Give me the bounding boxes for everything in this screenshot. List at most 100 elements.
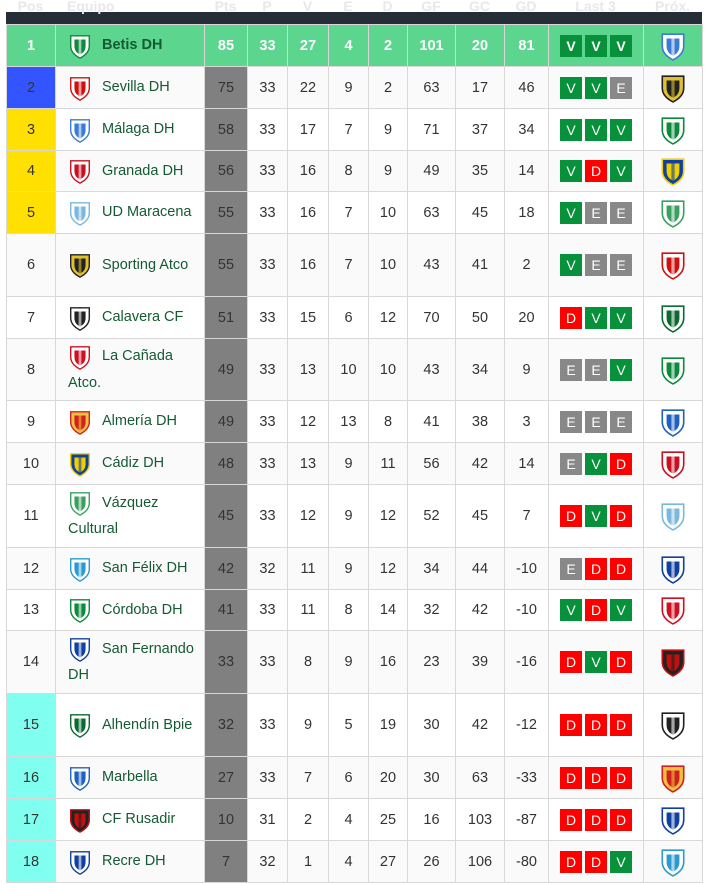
team-name[interactable]: UD Maracena bbox=[102, 204, 192, 221]
team-cell[interactable]: CF Rusadir bbox=[55, 798, 205, 841]
table-row[interactable]: 1 Betis DH 85 33 27 4 2 101 20 81 V V V bbox=[6, 24, 703, 67]
team-cell[interactable]: Cádiz DH bbox=[55, 442, 205, 485]
next-opponent[interactable] bbox=[643, 233, 703, 297]
next-opponent[interactable] bbox=[643, 150, 703, 192]
next-opponent-crest-icon[interactable] bbox=[660, 158, 686, 186]
team-cell[interactable]: Recre DH bbox=[55, 840, 205, 883]
table-row[interactable]: 17 CF Rusadir 10 31 2 4 25 16 103 -87 D D D bbox=[6, 798, 703, 841]
next-opponent-crest-icon[interactable] bbox=[660, 503, 686, 531]
team-cell[interactable]: Almería DH bbox=[55, 400, 205, 443]
column-header[interactable]: Pts bbox=[214, 0, 237, 14]
next-opponent[interactable] bbox=[643, 756, 703, 799]
column-header[interactable]: GC bbox=[469, 0, 490, 14]
next-opponent-crest-icon[interactable] bbox=[660, 806, 686, 835]
team-name[interactable]: Recre DH bbox=[102, 853, 166, 870]
team-cell[interactable]: Marbella bbox=[55, 756, 205, 799]
table-row[interactable]: 11 Vázquez Cultural 45 33 12 9 12 52 45 7 D V D bbox=[6, 484, 703, 548]
next-opponent[interactable] bbox=[643, 840, 703, 883]
table-row[interactable]: 12 San Félix DH 42 32 11 9 12 34 44 -10 E D D bbox=[6, 547, 703, 590]
column-header[interactable]: Pos bbox=[17, 0, 44, 14]
table-row[interactable]: 6 Sporting Atco 55 33 16 7 10 43 41 2 V E E bbox=[6, 233, 703, 297]
next-opponent-crest-icon[interactable] bbox=[660, 304, 686, 333]
next-opponent-crest-icon[interactable] bbox=[660, 116, 686, 145]
team-name[interactable]: Vázquez Cultural bbox=[68, 494, 159, 538]
column-header[interactable]: GD bbox=[515, 0, 537, 14]
next-opponent-crest-icon[interactable] bbox=[660, 252, 686, 280]
team-name[interactable]: Sevilla DH bbox=[102, 79, 170, 96]
next-opponent[interactable] bbox=[643, 442, 703, 485]
next-opponent[interactable] bbox=[643, 338, 703, 401]
column-header[interactable]: GF bbox=[421, 0, 441, 14]
team-name[interactable]: Cádiz DH bbox=[102, 455, 165, 472]
next-opponent[interactable] bbox=[643, 191, 703, 234]
next-opponent[interactable] bbox=[643, 484, 703, 548]
team-cell[interactable]: Sevilla DH bbox=[55, 66, 205, 109]
next-opponent[interactable] bbox=[643, 24, 703, 67]
team-name[interactable]: Alhendín Bpie bbox=[102, 716, 193, 733]
team-cell[interactable]: Córdoba DH bbox=[55, 589, 205, 631]
table-row[interactable]: 10 Cádiz DH 48 33 13 9 11 56 42 14 E V D bbox=[6, 442, 703, 485]
column-header[interactable]: V bbox=[302, 0, 313, 14]
next-opponent-crest-icon[interactable] bbox=[660, 450, 686, 479]
team-cell[interactable]: UD Maracena bbox=[55, 191, 205, 234]
table-row[interactable]: 18 Recre DH 7 32 1 4 27 26 106 -80 D D V bbox=[6, 840, 703, 883]
table-row[interactable]: 13 Córdoba DH 41 33 11 8 14 32 42 -10 V D V bbox=[6, 589, 703, 631]
next-opponent-crest-icon[interactable] bbox=[660, 764, 686, 793]
column-header[interactable]: Equipo bbox=[67, 0, 115, 14]
team-cell[interactable]: La Cañada Atco. bbox=[55, 338, 205, 401]
column-header[interactable]: Last 3 bbox=[575, 0, 616, 14]
next-opponent[interactable] bbox=[643, 547, 703, 590]
team-cell[interactable]: Granada DH bbox=[55, 150, 205, 192]
next-opponent-crest-icon[interactable] bbox=[660, 408, 686, 437]
next-opponent[interactable] bbox=[643, 108, 703, 151]
team-name[interactable]: Marbella bbox=[102, 769, 158, 786]
column-header[interactable]: D bbox=[382, 0, 393, 14]
next-opponent[interactable] bbox=[643, 693, 703, 757]
table-row[interactable]: 5 UD Maracena 55 33 16 7 10 63 45 18 V E E bbox=[6, 191, 703, 234]
next-opponent-crest-icon[interactable] bbox=[660, 356, 686, 385]
column-header[interactable]: P bbox=[262, 0, 272, 14]
team-cell[interactable]: Calavera CF bbox=[55, 296, 205, 339]
table-row[interactable]: 4 Granada DH 56 33 16 8 9 49 35 14 V D V bbox=[6, 150, 703, 192]
next-opponent-crest-icon[interactable] bbox=[660, 848, 686, 877]
team-name[interactable]: CF Rusadir bbox=[102, 811, 176, 828]
team-cell[interactable]: Sporting Atco bbox=[55, 233, 205, 297]
team-name[interactable]: Córdoba DH bbox=[102, 601, 183, 618]
team-name[interactable]: Sporting Atco bbox=[102, 256, 189, 273]
team-name[interactable]: San Fernando DH bbox=[68, 640, 194, 684]
next-opponent[interactable] bbox=[643, 630, 703, 694]
team-name[interactable]: Betis DH bbox=[102, 37, 163, 54]
next-opponent-crest-icon[interactable] bbox=[660, 555, 686, 584]
team-name[interactable]: La Cañada Atco. bbox=[68, 348, 173, 391]
table-row[interactable]: 7 Calavera CF 51 33 15 6 12 70 50 20 D V V bbox=[6, 296, 703, 339]
table-row[interactable]: 15 Alhendín Bpie 32 33 9 5 19 30 42 -12 D D D bbox=[6, 693, 703, 757]
team-cell[interactable]: Vázquez Cultural bbox=[55, 484, 205, 548]
team-cell[interactable]: Betis DH bbox=[55, 24, 205, 67]
team-cell[interactable]: Alhendín Bpie bbox=[55, 693, 205, 757]
next-opponent[interactable] bbox=[643, 66, 703, 109]
table-row[interactable]: 9 Almería DH 49 33 12 13 8 41 38 3 E E E bbox=[6, 400, 703, 443]
next-opponent-crest-icon[interactable] bbox=[660, 199, 686, 228]
team-name[interactable]: Granada DH bbox=[102, 162, 184, 179]
next-opponent[interactable] bbox=[643, 400, 703, 443]
next-opponent-crest-icon[interactable] bbox=[660, 597, 686, 625]
next-opponent[interactable] bbox=[643, 296, 703, 339]
table-row[interactable]: 8 La Cañada Atco. 49 33 13 10 10 43 34 9 E E V bbox=[6, 338, 703, 401]
team-name[interactable]: Málaga DH bbox=[102, 121, 175, 138]
next-opponent[interactable] bbox=[643, 589, 703, 631]
next-opponent-crest-icon[interactable] bbox=[660, 74, 686, 103]
team-name[interactable]: San Félix DH bbox=[102, 560, 188, 577]
next-opponent[interactable] bbox=[643, 798, 703, 841]
team-cell[interactable]: San Félix DH bbox=[55, 547, 205, 590]
team-name[interactable]: Almería DH bbox=[102, 413, 177, 430]
table-row[interactable]: 3 Málaga DH 58 33 17 7 9 71 37 34 V V V bbox=[6, 108, 703, 151]
table-row[interactable]: 2 Sevilla DH 75 33 22 9 2 63 17 46 V V E bbox=[6, 66, 703, 109]
team-name[interactable]: Calavera CF bbox=[102, 309, 184, 326]
column-header[interactable]: E bbox=[343, 0, 353, 14]
next-opponent-crest-icon[interactable] bbox=[660, 712, 686, 740]
team-cell[interactable]: San Fernando DH bbox=[55, 630, 205, 694]
table-row[interactable]: 16 Marbella 27 33 7 6 20 30 63 -33 D D D bbox=[6, 756, 703, 799]
next-opponent-crest-icon[interactable] bbox=[660, 32, 686, 61]
team-cell[interactable]: Málaga DH bbox=[55, 108, 205, 151]
table-row[interactable]: 14 San Fernando DH 33 33 8 9 16 23 39 -16 D V D bbox=[6, 630, 703, 694]
